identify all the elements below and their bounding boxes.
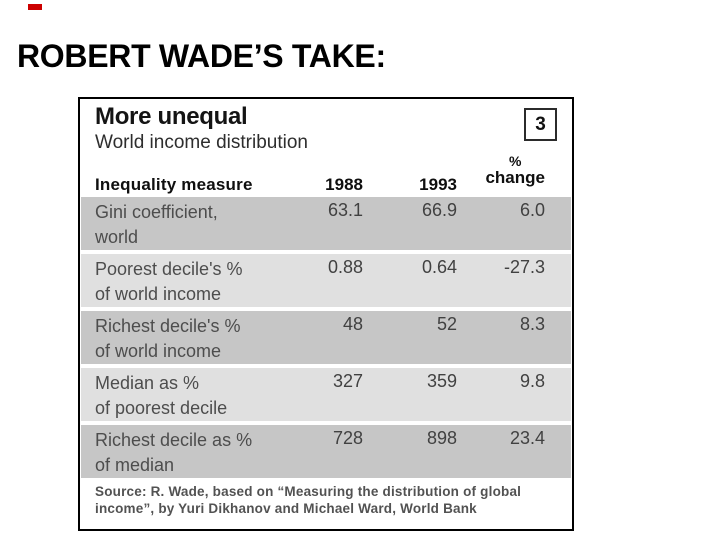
figure-subtitle: World income distribution — [95, 132, 308, 153]
value-1993: 66.9 — [421, 200, 457, 220]
value-1988: 63.1 — [327, 200, 363, 220]
column-header-measure: Inequality measure — [95, 175, 253, 194]
pct-symbol: % — [509, 153, 522, 169]
figure-content: More unequal World income distribution 3… — [80, 99, 572, 529]
value-1993: 359 — [426, 371, 457, 391]
column-header-pct-change: % change — [485, 154, 545, 188]
row-label-line1: Poorest decile's % — [95, 259, 243, 279]
value-change: 9.8 — [519, 371, 545, 391]
income-distribution-figure: More unequal World income distribution 3… — [78, 97, 574, 531]
source-line2: income”, by Yuri Dikhanov and Michael Wa… — [95, 501, 477, 516]
row-label-line2: of poorest decile — [95, 398, 228, 418]
row-label-line2: of world income — [95, 341, 222, 361]
table-rows: Gini coefficient, world 63.1 66.9 6.0 Po… — [81, 197, 571, 482]
table-row: Poorest decile's % of world income 0.88 … — [81, 254, 571, 307]
row-label: Median as % of poorest decile — [95, 371, 571, 421]
value-1988: 728 — [332, 428, 363, 448]
value-1988: 0.88 — [327, 257, 363, 277]
value-1993: 52 — [436, 314, 457, 334]
value-1993: 898 — [426, 428, 457, 448]
row-label: Poorest decile's % of world income — [95, 257, 571, 307]
value-1993: 0.64 — [421, 257, 457, 277]
row-label-line2: world — [95, 227, 139, 247]
row-label-line1: Richest decile as % — [95, 430, 253, 450]
change-word: change — [485, 168, 545, 187]
value-change: 6.0 — [519, 200, 545, 220]
source-credit: Source: R. Wade, based on “Measuring the… — [95, 483, 521, 517]
value-1988: 48 — [342, 314, 363, 334]
table-row: Median as % of poorest decile 327 359 9.… — [81, 368, 571, 421]
table-row: Gini coefficient, world 63.1 66.9 6.0 — [81, 197, 571, 250]
row-label-line1: Median as % — [95, 373, 200, 393]
value-1988: 327 — [332, 371, 363, 391]
table-row: Richest decile as % of median 728 898 23… — [81, 425, 571, 478]
table-row: Richest decile's % of world income 48 52… — [81, 311, 571, 364]
column-header-1993: 1993 — [419, 175, 457, 194]
value-change: -27.3 — [503, 257, 545, 277]
value-change: 8.3 — [519, 314, 545, 334]
row-label-line2: of median — [95, 455, 175, 475]
column-header-1988: 1988 — [325, 175, 363, 194]
row-label: Gini coefficient, world — [95, 200, 571, 250]
value-change: 23.4 — [509, 428, 545, 448]
row-label: Richest decile as % of median — [95, 428, 571, 478]
row-label-line2: of world income — [95, 284, 222, 304]
row-label: Richest decile's % of world income — [95, 314, 571, 364]
figure-title: More unequal — [95, 103, 248, 130]
slide-title: ROBERT WADE’S TAKE: — [17, 38, 386, 74]
figure-number-badge: 3 — [524, 108, 557, 141]
red-accent-dash — [28, 4, 42, 10]
row-label-line1: Gini coefficient, — [95, 202, 218, 222]
source-line1: Source: R. Wade, based on “Measuring the… — [95, 484, 522, 499]
row-label-line1: Richest decile's % — [95, 316, 241, 336]
